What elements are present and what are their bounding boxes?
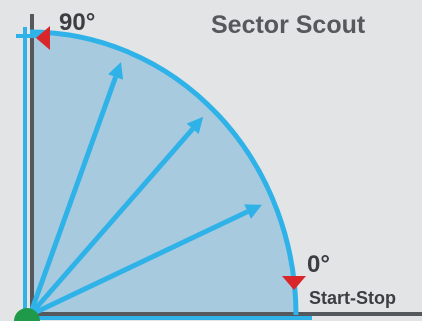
start-marker-top [36, 26, 50, 50]
angle-label-90: 90° [59, 9, 96, 36]
scan-arrow-head-2 [186, 116, 204, 135]
scan-arrows [27, 62, 262, 318]
scan-arrow-line-2 [28, 127, 195, 317]
sector-arc [29, 29, 299, 316]
origin-dot [14, 308, 40, 321]
start-marker-right [282, 276, 306, 290]
start-stop-label: Start-Stop [309, 288, 396, 308]
scan-arrow-line-1 [28, 209, 249, 318]
scan-arrow-head-1 [244, 204, 262, 219]
angle-label-0: 0° [307, 251, 330, 278]
scan-arrow-head-3 [108, 62, 124, 80]
scan-arrow-line-3 [27, 76, 118, 316]
diagram-title: Sector Scout [211, 11, 366, 39]
sector-area [30, 32, 296, 315]
